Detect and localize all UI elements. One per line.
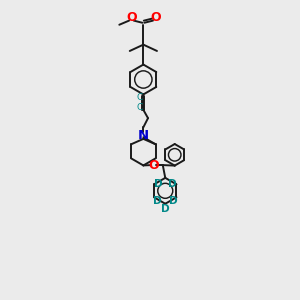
Text: D: D bbox=[169, 196, 177, 206]
Text: D: D bbox=[154, 179, 163, 189]
Text: D: D bbox=[168, 179, 176, 189]
Text: C: C bbox=[137, 93, 143, 102]
Text: O: O bbox=[148, 159, 159, 172]
Text: D: D bbox=[161, 204, 170, 214]
Text: C: C bbox=[137, 103, 143, 112]
Text: N: N bbox=[138, 129, 149, 142]
Text: D: D bbox=[153, 196, 162, 206]
Text: O: O bbox=[150, 11, 160, 24]
Text: O: O bbox=[126, 11, 137, 24]
